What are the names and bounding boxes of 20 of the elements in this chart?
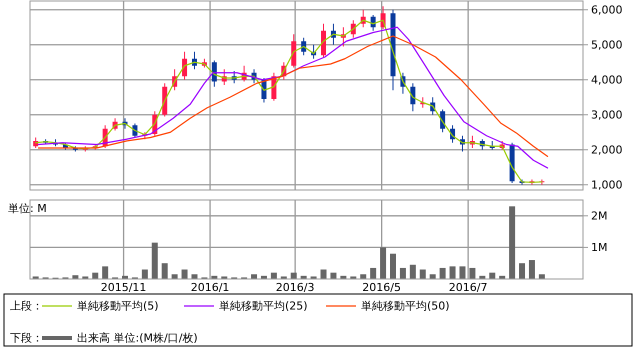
y-tick-label: 2M [591,209,608,222]
annotation: 単位: M [8,202,47,215]
legend-label: 単純移動平均(25) [219,300,308,312]
y-tick-label: 6,000 [591,3,622,16]
legend-label: 単純移動平均(50) [361,300,450,312]
x-tick-label: 2016/1 [190,281,230,294]
legend-label: 出来高 単位:(M株/口/枚) [77,332,198,344]
legend-label: 単純移動平均(5) [77,300,159,312]
x-tick-label: 2016/5 [362,281,402,294]
x-tick-label: 2015/11 [100,281,146,294]
y-tick-label: 3,000 [591,108,622,122]
y-tick-label: 1M [591,240,608,254]
y-tick-label: 1,000 [591,178,622,192]
x-tick-label: 2016/3 [276,281,315,294]
y-tick-label: 5,000 [591,38,622,52]
y-tick-label: 2,000 [591,143,622,156]
legend-title: 上段： [10,300,43,312]
legend-title: 下段： [10,332,43,344]
y-tick-label: 4,000 [591,73,622,86]
x-tick-label: 2016/7 [448,281,488,294]
